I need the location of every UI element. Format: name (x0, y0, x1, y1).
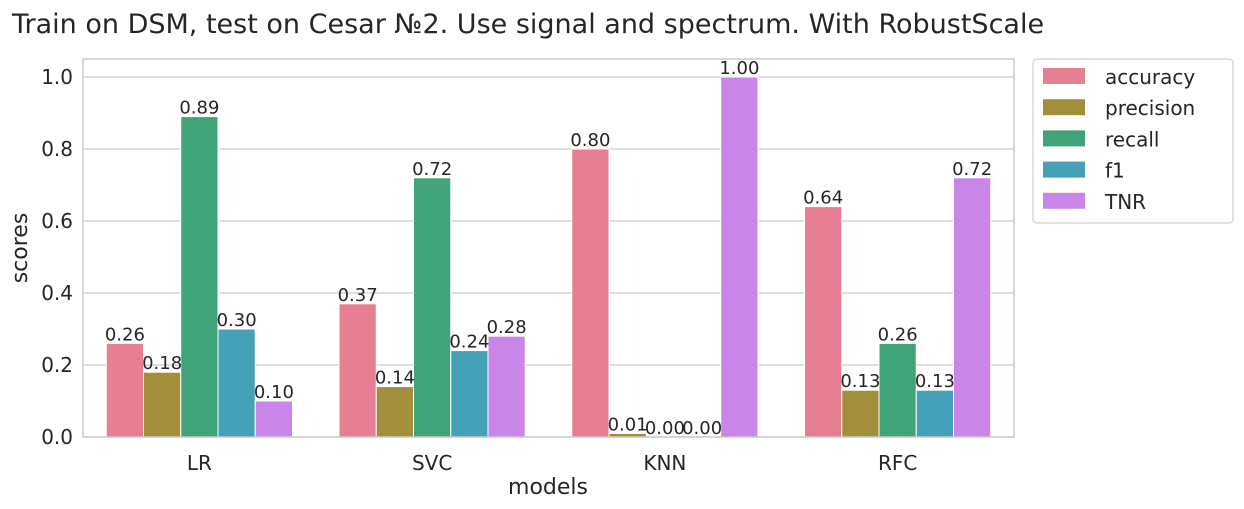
legend-swatch-recall (1043, 130, 1085, 147)
y-tick-label: 0.4 (41, 281, 73, 305)
bar-precision-lr (143, 371, 182, 438)
bar-value-label: 0.28 (487, 317, 527, 338)
bar-accuracy-rfc (804, 206, 843, 438)
bar-value-label: 0.10 (254, 382, 294, 403)
x-tick-label: LR (187, 451, 212, 475)
bar-value-label: 0.80 (570, 130, 610, 151)
bar-accuracy-knn (571, 148, 610, 438)
bar-accuracy-svc (338, 303, 377, 438)
y-tick-label: 0.2 (41, 353, 73, 377)
y-tick-label: 0.6 (41, 209, 73, 233)
bar-value-label: 0.26 (878, 324, 918, 345)
bar-f1-rfc (915, 389, 954, 438)
bar-tnr-knn (720, 76, 759, 438)
bar-precision-svc (375, 386, 415, 438)
x-axis-title: models (508, 475, 588, 500)
bar-value-label: 0.64 (803, 188, 843, 209)
bar-value-label: 0.13 (840, 371, 880, 392)
bar-value-label: 0.13 (915, 371, 955, 392)
x-tick-label: SVC (412, 451, 452, 475)
x-tick-label: KNN (643, 451, 686, 475)
bar-value-label: 0.18 (142, 353, 182, 374)
bar-value-label: 0.00 (682, 418, 722, 439)
y-tick-label: 0.8 (41, 137, 73, 161)
legend-swatch-accuracy (1043, 68, 1085, 84)
bar-value-label: 0.72 (412, 159, 452, 180)
bar-value-label: 0.24 (449, 332, 489, 353)
legend-swatch-tnr (1043, 192, 1085, 209)
bar-value-label: 0.26 (105, 324, 145, 345)
bars (105, 76, 992, 438)
legend-label: precision (1105, 96, 1195, 120)
bar-tnr-lr (254, 400, 293, 438)
legend-label: f1 (1105, 159, 1125, 183)
chart-title: Train on DSM, test on Cesar №2. Use sign… (11, 9, 1044, 40)
bar-tnr-svc (487, 335, 526, 438)
bar-value-label: 0.14 (375, 368, 415, 389)
legend-label: TNR (1104, 190, 1146, 214)
bar-value-label: 0.00 (645, 418, 685, 439)
bar-value-label: 0.72 (952, 159, 992, 180)
bar-recall-rfc (878, 342, 917, 438)
y-tick-label: 0.0 (41, 425, 73, 449)
bar-labels: 0.26 0.18 0.89 0.30 0.10 0.37 0.14 0.72 0.240.28… (105, 58, 992, 439)
legend-label: recall (1105, 127, 1159, 151)
y-tick-labels: 0.0 0.2 0.4 0.6 0.8 1.0 (41, 65, 73, 449)
bar-f1-svc (450, 350, 489, 438)
bar-recall-lr (180, 116, 219, 438)
bar-precision-rfc (841, 389, 880, 438)
bar-value-label: 0.30 (217, 310, 257, 331)
x-tick-label: RFC (878, 451, 917, 475)
bar-value-label: 0.37 (338, 285, 378, 306)
bar-value-label: 0.01 (608, 414, 648, 435)
legend-label: accuracy (1105, 65, 1195, 89)
legend-swatch-precision (1043, 99, 1085, 116)
legend-swatch-f1 (1043, 161, 1085, 178)
bar-accuracy-lr (105, 342, 145, 438)
bar-tnr-rfc (952, 177, 992, 438)
bar-f1-lr (217, 328, 256, 438)
y-axis-title: scores (8, 213, 33, 284)
bar-value-label: 1.00 (719, 58, 759, 79)
legend: accuracy precision recall f1 TNR (1032, 58, 1234, 224)
bar-recall-svc (413, 177, 452, 438)
bar-value-label: 0.89 (179, 98, 219, 119)
plot-frame (82, 58, 1015, 438)
x-tick-labels: LR SVC KNN RFC (187, 451, 917, 475)
y-tick-label: 1.0 (41, 65, 73, 89)
